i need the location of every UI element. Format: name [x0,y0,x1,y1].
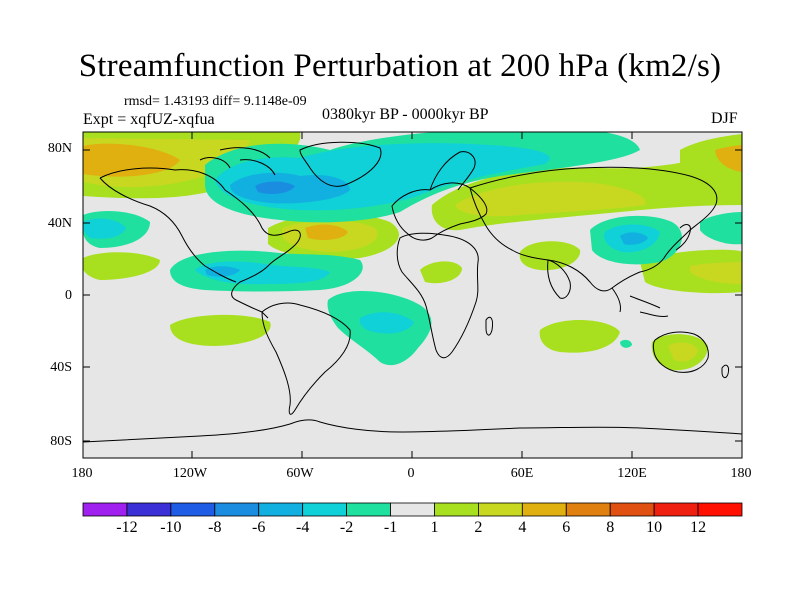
contour-positive-indian-ocean [539,320,620,353]
colorbar-label-10: 6 [562,519,571,536]
colorbar-swatch-13 [653,502,699,517]
contour-negative-pacific-east-inner [83,218,126,239]
coastlines [83,141,742,443]
colorbar-swatch-12 [609,502,655,517]
coast-japan [675,224,691,251]
colorbar-swatch-8 [434,502,479,517]
lat-label-80s: 80S [50,434,72,449]
colorbar-swatch-14 [697,502,743,517]
lon-label-120e: 120E [617,466,647,481]
contour-positive-eurasia-core [455,181,646,217]
coast-southeast-asia [611,287,669,317]
contour-positive-pacific-west-core [690,262,742,284]
colorbar-label-12: 10 [646,519,663,536]
map-title: Streamfunction Perturbation at 200 hPa (… [78,48,722,84]
lon-label-120w: 120W [172,466,208,481]
coast-greenland [299,141,382,187]
coast-new-zealand [721,364,729,379]
contour-positive-south-pacific [170,314,271,346]
coast-antarctica [83,419,742,443]
contour-negative-pacific-west-north [700,212,742,245]
coast-australia [652,331,709,373]
coast-north-america [99,167,301,319]
contour-negative-tropical-america-core [205,266,240,277]
stats-text: rmsd= 1.43193 diff= 9.1148e-09 [124,94,307,109]
period-label: 0380kyr BP - 0000kyr BP [322,106,489,123]
contour-positive-arabia [519,241,581,271]
colorbar-label-6: -1 [383,519,398,536]
colorbar-swatch-10 [521,502,567,517]
colorbar-swatch-11 [565,502,611,517]
coast-south-america [261,302,351,415]
colorbar-label-5: -2 [339,519,354,536]
lon-label-180e: 180 [730,466,752,481]
colorbar-swatch-7 [390,502,435,517]
contour-positive-australia-core [668,342,698,362]
contour-positive-africa-north [420,261,462,284]
axis-ticks [82,132,743,458]
colorbar-label-1: -10 [160,519,182,536]
contour-negative-north-america-core [255,181,295,194]
colorbar-swatch-3 [214,502,260,517]
lon-label-60w: 60W [286,466,314,481]
season-label: DJF [711,110,738,127]
colorbar-label-13: 12 [690,519,707,536]
lat-label-40s: 40S [50,360,72,375]
colorbar-swatch-5 [302,502,348,517]
contour-positive-pacific-west [83,252,160,280]
coast-madagascar [485,316,493,336]
colorbar-swatch-2 [170,502,216,517]
colorbar-swatch-4 [258,502,304,517]
coast-africa [396,232,479,359]
coast-scandinavia [429,151,476,191]
contour-positive-arctic-east-core [715,145,742,172]
colorbar-label-3: -6 [252,519,266,536]
lat-label-40n: 40N [47,216,72,231]
colorbar-label-9: 4 [518,519,527,536]
lat-label-80n: 80N [47,141,72,156]
colorbar-label-7: 1 [430,519,439,536]
colorbar-label-2: -8 [208,519,222,536]
contour-fields [83,132,742,371]
coast-north-america-west [99,177,237,283]
lon-label-180w: 180 [71,466,93,481]
lon-label-60e: 60E [510,466,534,481]
colorbar [82,502,743,517]
colorbar-label-11: 8 [606,519,615,536]
contour-negative-asia-core [620,232,648,245]
colorbar-label-0: -12 [116,519,138,536]
contour-positive-atlantic-max [305,224,348,240]
colorbar-swatch-6 [346,502,391,517]
colorbar-swatch-1 [126,502,172,517]
colorbar-swatch-9 [477,502,523,517]
contour-negative-south-atlantic-inner [359,312,414,334]
coast-europe [391,182,488,241]
coast-india [547,259,571,299]
contour-negative-indian-small [620,339,632,348]
coast-asia [469,166,718,292]
colorbar-label-4: -4 [295,519,310,536]
colorbar-label-8: 2 [474,519,483,536]
colorbar-swatch-0 [82,502,128,517]
experiment-label: Expt = xqfUZ-xqfua [83,111,215,128]
coast-arctic-islands [199,147,276,176]
lon-label-0: 0 [407,466,415,481]
lat-label-0: 0 [65,288,72,303]
